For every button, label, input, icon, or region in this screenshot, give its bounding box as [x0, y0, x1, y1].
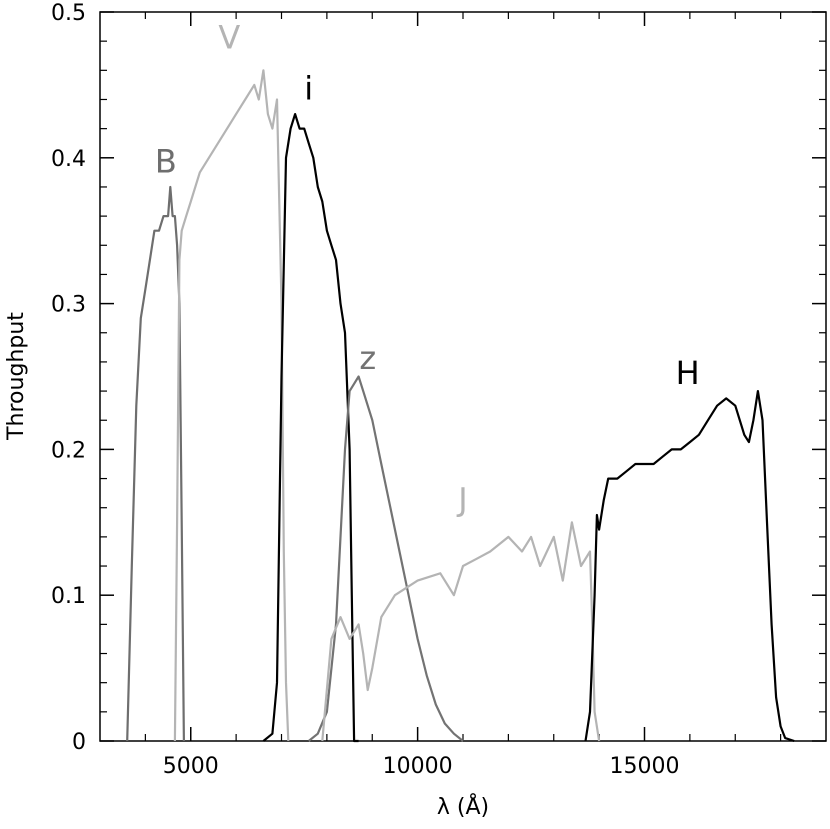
series-label-V: V — [218, 18, 240, 56]
x-ticks: 5000 10000 15000 — [144, 12, 782, 779]
x-axis-title: λ (Å) — [437, 793, 489, 820]
x-tick-label: 15000 — [610, 754, 680, 779]
series-line-H — [584, 390, 795, 743]
y-tick-label: 0.1 — [51, 584, 86, 609]
x-tick-label: 5000 — [163, 754, 219, 779]
band-labels: B Vi z J H — [155, 18, 700, 518]
x-tick-label: 10000 — [383, 754, 453, 779]
plot-frame — [99, 11, 827, 742]
y-tick-label: 0 — [72, 730, 86, 755]
series-line-J — [321, 521, 601, 742]
series-line-B — [126, 185, 185, 742]
y-axis-title: Throughput — [4, 312, 29, 441]
series-group — [126, 69, 795, 743]
series-label-i: i — [304, 69, 313, 107]
series-line-z — [308, 375, 464, 742]
series-label-B: B — [155, 142, 177, 180]
y-ticks: 0 0.1 0.2 0.3 0.4 0.5 — [51, 1, 826, 755]
y-tick-label: 0.2 — [51, 438, 86, 463]
y-tick-label: 0.5 — [51, 1, 86, 26]
series-label-H: H — [676, 354, 700, 392]
series-line-i — [262, 113, 359, 743]
y-tick-label: 0.4 — [51, 147, 86, 172]
y-tick-label: 0.3 — [51, 293, 86, 318]
series-line-V — [173, 69, 290, 742]
series-label-J: J — [456, 481, 467, 519]
series-label-z: z — [359, 339, 376, 377]
